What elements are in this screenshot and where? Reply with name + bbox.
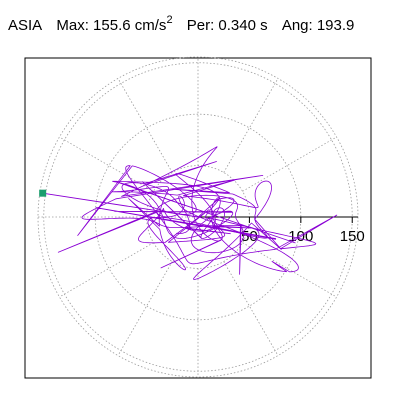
max-value: 155.6 [93, 17, 131, 34]
radial-tick-label-150: 150 [340, 228, 365, 245]
grid-spoke-300 [223, 261, 279, 356]
chart-title: ASIA Max: 155.6 cm/s2 Per: 0.340 s Ang: … [8, 14, 354, 38]
plot-frame [24, 57, 372, 379]
period-indicator [197, 224, 277, 240]
peak-vector [42, 192, 199, 218]
angle-label: Ang: [281, 17, 313, 34]
period-unit: s [260, 17, 268, 34]
grid-spoke-240 [117, 261, 173, 356]
trace-layer [39, 146, 338, 280]
motion-trace [57, 146, 338, 280]
peak-marker [39, 189, 47, 197]
grid-spoke-120 [117, 78, 173, 173]
grid-spoke-60 [223, 78, 279, 173]
max-unit: cm/s [134, 17, 167, 34]
grid-spoke-330 [242, 242, 337, 298]
angle-value: 193.9 [316, 17, 355, 34]
grid-spoke-210 [59, 242, 154, 298]
grid-spoke-30 [242, 136, 337, 192]
period-label: Per: [186, 17, 215, 34]
station-name: ASIA [8, 17, 43, 34]
period-value: 0.340 [218, 17, 256, 34]
max-unit-exponent: 2 [166, 14, 173, 26]
max-label: Max: [56, 17, 89, 34]
